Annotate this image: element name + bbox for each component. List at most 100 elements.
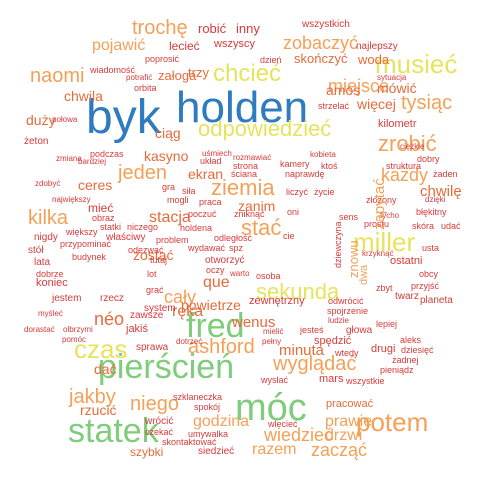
- word-uklad: układ: [200, 156, 222, 166]
- word-zniknac: zniknąć: [234, 209, 265, 219]
- word-wiekszy: większy: [66, 227, 98, 237]
- word-planeta: planeta: [420, 295, 453, 306]
- word-dziesiec: dziesięć: [401, 345, 434, 355]
- word-spojrzenie: spojrzenie: [327, 306, 369, 316]
- word-tutaj: tutaj: [150, 255, 168, 265]
- word-tycho: tycho: [380, 211, 400, 220]
- word-miller: miller: [353, 227, 416, 257]
- word-ashford: ashford: [188, 336, 255, 358]
- word-oczy: oczy: [206, 265, 225, 275]
- word-otworzyc: otworzyć: [205, 255, 245, 266]
- word-leciec: lecieć: [169, 39, 200, 53]
- word-usmiech: uśmiech: [202, 149, 232, 158]
- word-byk: byk: [86, 91, 161, 144]
- word-wszyscy: wszyscy: [214, 38, 255, 50]
- word-dzieki: dzięki: [425, 195, 446, 204]
- word-odpowiedziec: odpowiedzieć: [198, 116, 332, 141]
- word-ciezkie: ciężkie: [400, 142, 425, 151]
- word-chciec: chcieć: [213, 60, 282, 87]
- word-niczego: niczego: [127, 222, 159, 232]
- word-dzien: dzień: [260, 55, 282, 65]
- word-sens: sens: [339, 212, 359, 222]
- word-drugi: drugi: [371, 343, 396, 355]
- word-zewnetrzny: zewnętrzny: [249, 295, 305, 307]
- word-zobaczyc: zobaczyć: [283, 33, 359, 53]
- word-duzy: duży: [26, 112, 56, 128]
- word-struktura: struktura: [386, 161, 422, 171]
- word-naomi: naomi: [30, 65, 85, 87]
- word-zmiana: zmiana: [56, 154, 82, 163]
- word-wleciec: wlecieć: [268, 419, 298, 429]
- word-grac: grać: [146, 285, 164, 295]
- word-wiadomosc: wiadomość: [90, 65, 136, 75]
- word-przyjsc: przyjść: [411, 281, 440, 291]
- word-zostac: zostać: [133, 247, 174, 263]
- word-mielic: mielić: [263, 327, 284, 336]
- word-mowic: mówić: [377, 80, 417, 96]
- word-ktos: ktoś: [321, 161, 338, 171]
- word-warto: warto: [230, 269, 250, 278]
- word-stac: stać: [241, 215, 282, 240]
- word-cały: cały: [164, 287, 197, 307]
- word-sciana: ściana: [231, 169, 258, 179]
- word-przypominac: przypominać: [60, 239, 112, 249]
- word-obcy: obcy: [419, 269, 439, 279]
- word-zbyt: zbyt: [376, 283, 393, 293]
- word-godzina: godzina: [193, 413, 250, 430]
- word-kilka: kilka: [28, 207, 69, 229]
- word-polowa: połowa: [52, 115, 78, 124]
- word-odwrocic: odwrócić: [328, 296, 364, 306]
- word-woda: woda: [358, 52, 390, 67]
- word-dobrze: dobrze: [36, 269, 64, 279]
- word-siedziec: siedzieć: [198, 446, 235, 457]
- word-wygladac: wyglądać: [273, 353, 357, 375]
- word-strzelac: strzelać: [318, 101, 350, 111]
- word-stol: stół: [28, 245, 44, 256]
- word-kobieta: kobieta: [310, 150, 336, 159]
- word-ziemia: ziemia: [211, 175, 275, 200]
- word-statek: statek: [68, 412, 159, 450]
- word-najwiekszy: największy: [52, 195, 91, 204]
- word-zycie: życie: [314, 187, 335, 197]
- word-ceres: ceres: [78, 177, 113, 193]
- word-naprawde: naprawdę: [285, 169, 325, 179]
- word-pierscien: pierścień: [98, 348, 235, 386]
- word-niego: niego: [130, 393, 179, 415]
- word-wrocic: wrócić: [145, 416, 174, 427]
- word-orbita: orbita: [134, 83, 157, 93]
- word-pracowac: pracować: [326, 398, 374, 410]
- word-ciag: ciąg: [155, 125, 181, 141]
- word-bardziej: bardziej: [78, 157, 107, 166]
- word-pojawic: pojawić: [92, 37, 146, 54]
- word-rozmawiac: rozmawiać: [233, 153, 272, 162]
- word-dac: dać: [94, 361, 117, 377]
- word-amos: amos: [326, 82, 361, 98]
- word-wyslac: wysłać: [261, 375, 289, 385]
- word-miec: mieć: [88, 201, 114, 215]
- word-neo: néo: [94, 309, 125, 329]
- word-problem: problem: [156, 235, 189, 245]
- word-lata: lata: [34, 257, 51, 268]
- word-dorastac: dorastać: [24, 325, 55, 334]
- word-nigdy: nigdy: [34, 232, 58, 243]
- word-usta: usta: [422, 243, 440, 253]
- word-jakis: jakiś: [126, 323, 149, 335]
- word-skora: skóra: [412, 221, 435, 231]
- word-krzyknac: krzyknąć: [362, 249, 394, 258]
- word-wszystkich: wszystkich: [302, 19, 350, 30]
- word-obraz: obraz: [92, 213, 115, 223]
- word-powietrze: powietrze: [181, 297, 241, 313]
- word-kasyno: kasyno: [144, 148, 189, 164]
- word-wiecej: więcej: [357, 96, 396, 112]
- word-zaczac: zacząć: [311, 440, 368, 460]
- word-blekitny: błękitny: [416, 207, 447, 217]
- word-wiedziec: wiedzieć: [264, 425, 334, 445]
- word-tysiac: tysiąc: [401, 92, 453, 114]
- word-potem: potem: [356, 407, 429, 437]
- word-oni: oni: [287, 207, 300, 217]
- word-dziewczyna: dziewczyna: [333, 221, 343, 268]
- word-gra: gra: [162, 182, 176, 192]
- word-statki: statki: [100, 222, 122, 232]
- word-system: system: [144, 303, 176, 314]
